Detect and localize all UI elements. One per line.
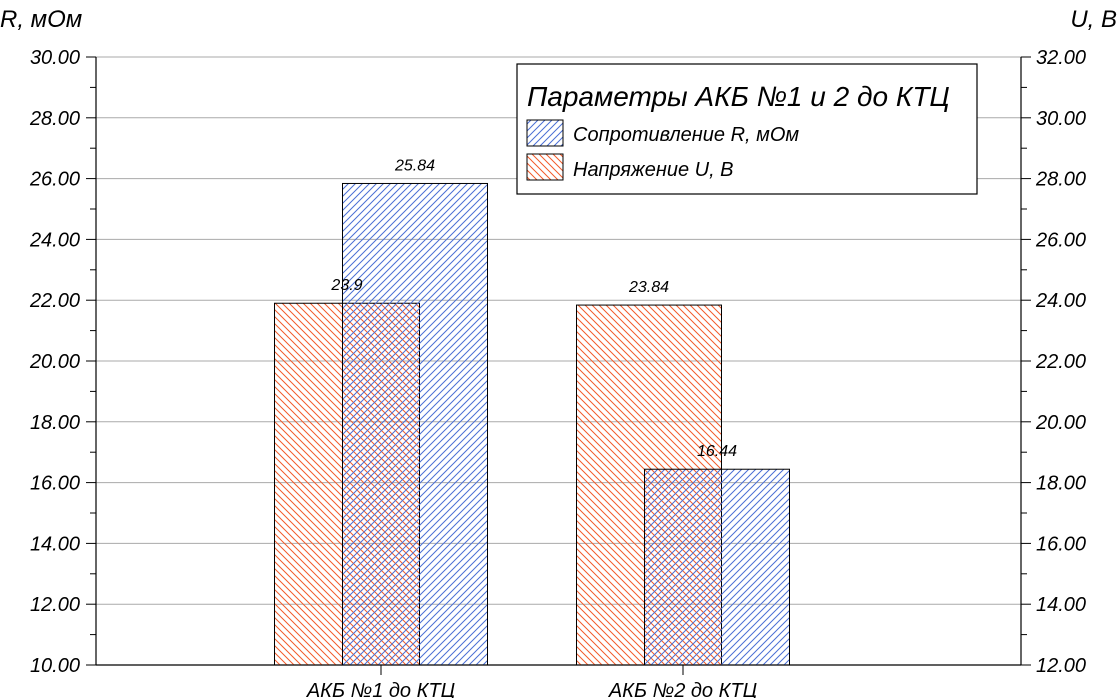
left-tick-label: 16.00 <box>30 473 80 495</box>
category-label: АКБ №2 до КТЦ <box>608 680 757 698</box>
left-tick-label: 28.00 <box>29 108 80 130</box>
left-tick-label: 22.00 <box>29 290 80 312</box>
data-label-resistance: 25.84 <box>394 157 435 174</box>
right-tick-label: 28.00 <box>1035 169 1086 191</box>
right-tick-label: 22.00 <box>1035 351 1086 373</box>
right-tick-label: 20.00 <box>1035 412 1086 434</box>
right-tick-label: 18.00 <box>1036 473 1086 495</box>
legend-label-voltage: Напряжение U, В <box>573 159 734 181</box>
category-labels: АКБ №1 до КТЦ АКБ №2 до КТЦ <box>306 665 757 698</box>
right-tick-label: 24.00 <box>1035 290 1086 312</box>
right-tick-label: 30.00 <box>1036 108 1086 130</box>
left-tick-label: 10.00 <box>30 655 80 677</box>
legend: Параметры АКБ №1 и 2 до КТЦ Сопротивлени… <box>516 63 978 195</box>
right-tick-label: 26.00 <box>1035 229 1086 251</box>
bar-resistance <box>644 468 790 666</box>
left-tick-label: 14.00 <box>30 533 80 555</box>
data-label-resistance: 16.44 <box>697 443 737 460</box>
legend-title: Параметры АКБ №1 и 2 до КТЦ <box>527 81 950 112</box>
legend-box <box>516 63 978 195</box>
left-tick-label: 30.00 <box>30 47 80 69</box>
right-tick-label: 14.00 <box>1036 594 1086 616</box>
left-tick-label: 12.00 <box>30 594 80 616</box>
left-tick-label: 26.00 <box>29 169 80 191</box>
left-tick-label: 20.00 <box>29 351 80 373</box>
bar-resistance <box>342 182 488 666</box>
right-axis-title: U, В <box>1070 6 1117 33</box>
legend-swatch-resistance <box>526 119 564 147</box>
left-tick-label: 24.00 <box>29 229 80 251</box>
data-label-voltage: 23.9 <box>330 277 362 294</box>
data-label-voltage: 23.84 <box>628 279 669 296</box>
left-tick-label: 18.00 <box>30 412 80 434</box>
bars: 23.9 25.84 23.84 16.44 <box>274 157 790 666</box>
category-label: АКБ №1 до КТЦ <box>306 680 455 698</box>
left-axis-title: R, мОм <box>0 6 82 33</box>
right-tick-label: 32.00 <box>1036 47 1086 69</box>
legend-swatch-voltage <box>526 153 564 181</box>
right-tick-label: 16.00 <box>1036 533 1086 555</box>
legend-label-resistance: Сопротивление R, мОм <box>573 124 799 146</box>
right-tick-label: 12.00 <box>1036 655 1086 677</box>
